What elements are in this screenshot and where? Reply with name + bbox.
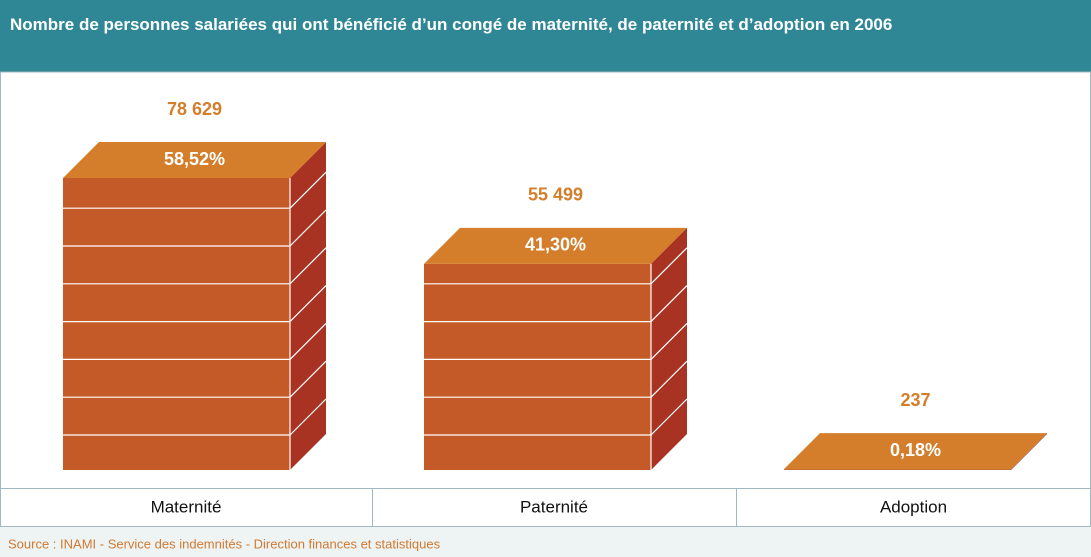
category-label: Maternité	[151, 497, 222, 516]
bar-top	[424, 227, 687, 264]
bar-front	[63, 178, 290, 470]
brick-line	[289, 247, 327, 285]
share-label: 58,52%	[164, 149, 225, 169]
bar-side	[290, 142, 326, 470]
brick-line	[289, 209, 327, 247]
value-label: 237	[900, 390, 930, 410]
title-box: Nombre de personnes salariées qui ont bé…	[10, 15, 893, 34]
brick-line	[650, 247, 688, 285]
brick-line	[650, 322, 688, 360]
source-band	[0, 527, 1091, 557]
brick-line	[289, 322, 327, 360]
brick-line	[650, 360, 688, 398]
brick-line	[650, 285, 688, 323]
source: Source : INAMI - Service des indemnités …	[8, 536, 441, 551]
bar	[424, 227, 688, 470]
chart-title: Nombre de personnes salariées qui ont bé…	[10, 15, 893, 34]
bar-top	[63, 142, 326, 178]
brick-line	[289, 398, 327, 436]
bar	[784, 433, 1047, 470]
share-label: 0,18%	[890, 440, 941, 460]
brick-line	[289, 171, 327, 209]
bar-side	[1011, 433, 1047, 470]
category-row	[0, 488, 1091, 527]
share-label: 41,30%	[525, 235, 586, 255]
bar-front	[784, 469, 1011, 470]
brick-line	[289, 285, 327, 323]
brick-line	[289, 360, 327, 398]
bar-top	[784, 433, 1047, 470]
value-label: 78 629	[167, 99, 222, 119]
bar-front	[424, 263, 651, 470]
brick-line	[650, 398, 688, 436]
value-label: 55 499	[528, 185, 583, 205]
header-band	[0, 0, 1091, 72]
category-label: Adoption	[880, 497, 947, 516]
bar-side	[651, 227, 687, 470]
category-label: Paternité	[520, 497, 588, 516]
bar	[63, 142, 327, 470]
